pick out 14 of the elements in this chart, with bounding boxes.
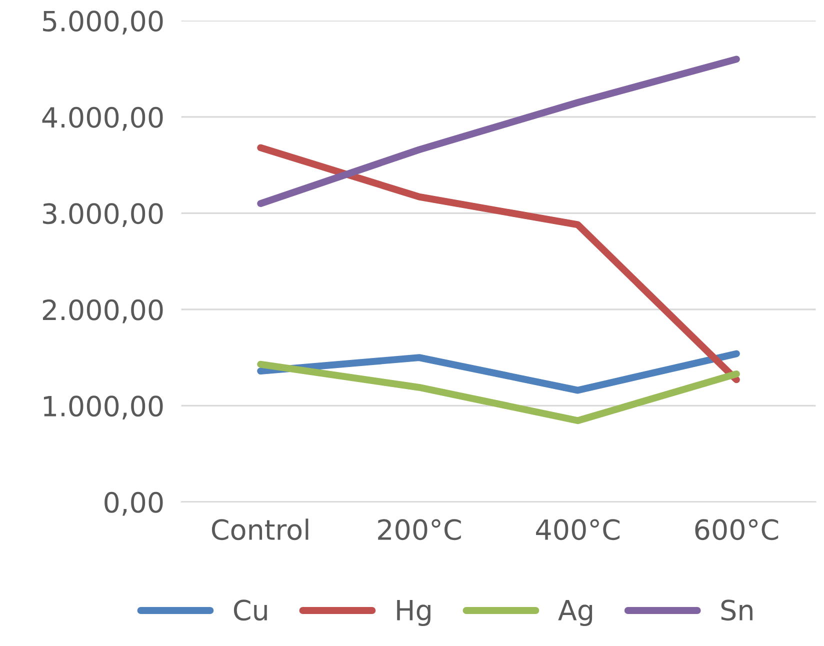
x-tick-label: 400°C (536, 519, 620, 540)
x-tick-label: 600°C (695, 519, 778, 540)
x-tick-label: Control (212, 518, 308, 540)
legend-label: Sn (721, 600, 752, 621)
y-tick-label: 5.000,00 (43, 10, 163, 34)
y-tick-label: 1.000,00 (44, 396, 163, 420)
y-tick-label: 0,00 (104, 492, 163, 516)
legend-label: Ag (558, 600, 592, 626)
y-tick-label: 4.000,00 (42, 106, 163, 131)
legend-label: Hg (397, 600, 430, 626)
x-tick-label: 200°C (378, 519, 461, 540)
legend-label: Cu (234, 600, 267, 621)
y-tick-label: 2.000,00 (42, 299, 163, 324)
y-tick-label: 3.000,00 (43, 203, 163, 227)
